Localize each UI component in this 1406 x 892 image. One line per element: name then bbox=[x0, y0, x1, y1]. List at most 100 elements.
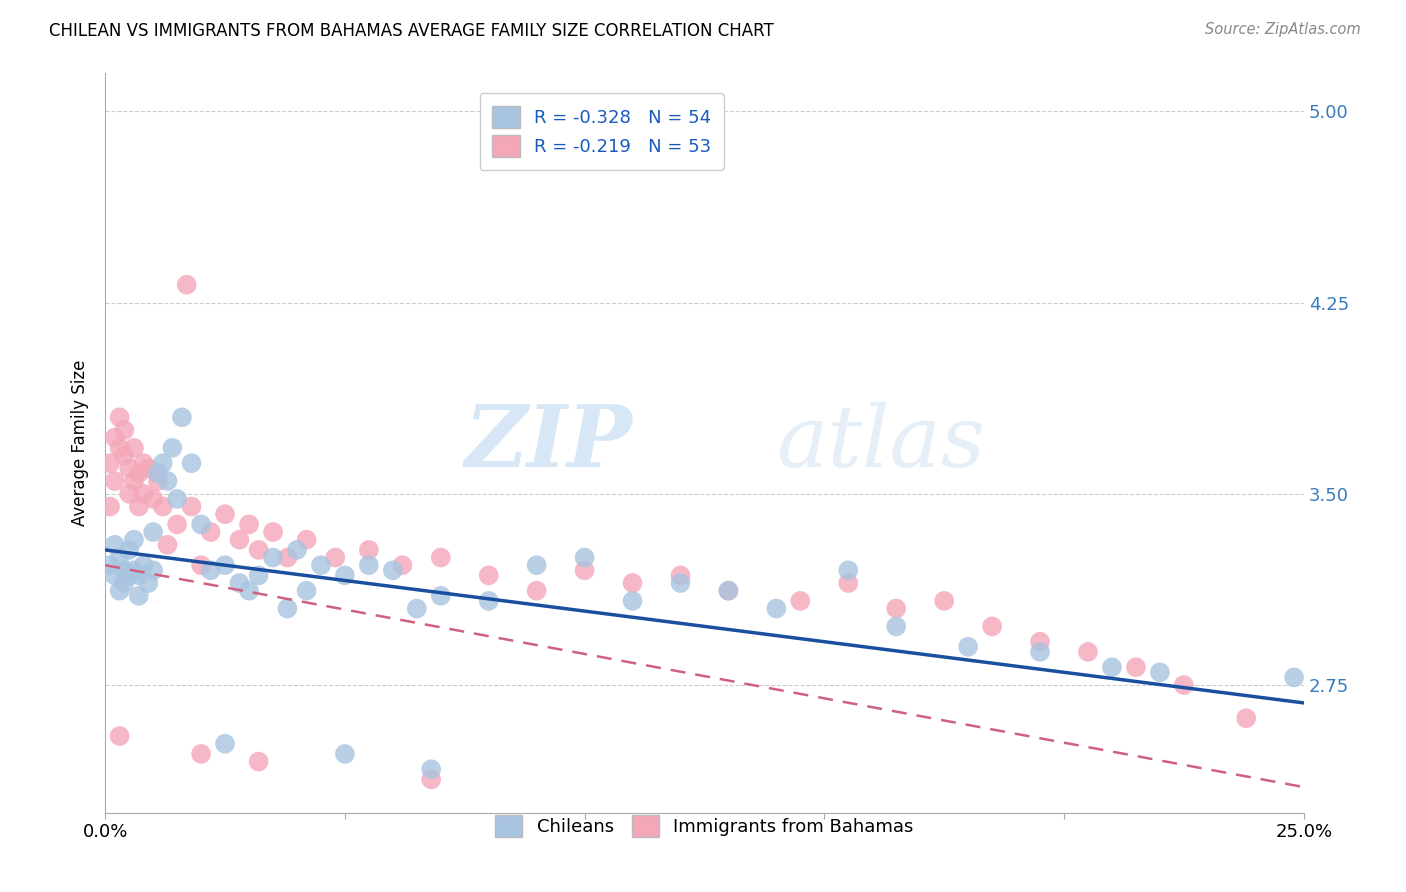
Point bbox=[104, 538, 127, 552]
Point bbox=[152, 500, 174, 514]
Point bbox=[981, 619, 1004, 633]
Point bbox=[108, 583, 131, 598]
Point bbox=[214, 737, 236, 751]
Point bbox=[391, 558, 413, 573]
Point bbox=[717, 583, 740, 598]
Text: Source: ZipAtlas.com: Source: ZipAtlas.com bbox=[1205, 22, 1361, 37]
Point bbox=[146, 474, 169, 488]
Point bbox=[104, 474, 127, 488]
Point bbox=[104, 431, 127, 445]
Point bbox=[765, 601, 787, 615]
Point bbox=[574, 563, 596, 577]
Point bbox=[478, 594, 501, 608]
Point bbox=[262, 524, 284, 539]
Point bbox=[122, 563, 145, 577]
Point bbox=[190, 517, 212, 532]
Point bbox=[138, 576, 160, 591]
Point bbox=[170, 410, 193, 425]
Point bbox=[112, 423, 135, 437]
Point bbox=[200, 524, 222, 539]
Point bbox=[122, 533, 145, 547]
Point bbox=[112, 449, 135, 463]
Point bbox=[357, 542, 380, 557]
Point bbox=[128, 589, 150, 603]
Point bbox=[152, 456, 174, 470]
Point bbox=[142, 491, 165, 506]
Point bbox=[333, 568, 356, 582]
Y-axis label: Average Family Size: Average Family Size bbox=[72, 359, 89, 526]
Point bbox=[118, 461, 141, 475]
Point bbox=[190, 747, 212, 761]
Point bbox=[837, 563, 859, 577]
Point bbox=[98, 456, 121, 470]
Point bbox=[138, 461, 160, 475]
Point bbox=[228, 533, 250, 547]
Point bbox=[1029, 634, 1052, 648]
Point bbox=[574, 550, 596, 565]
Point bbox=[108, 729, 131, 743]
Point bbox=[180, 500, 202, 514]
Point bbox=[118, 542, 141, 557]
Point bbox=[247, 755, 270, 769]
Point bbox=[176, 277, 198, 292]
Point bbox=[238, 583, 260, 598]
Point bbox=[1149, 665, 1171, 680]
Point bbox=[1077, 645, 1099, 659]
Point bbox=[180, 456, 202, 470]
Point bbox=[146, 467, 169, 481]
Point bbox=[526, 558, 548, 573]
Point bbox=[309, 558, 332, 573]
Point bbox=[142, 563, 165, 577]
Point bbox=[128, 568, 150, 582]
Point bbox=[934, 594, 956, 608]
Point bbox=[333, 747, 356, 761]
Point bbox=[108, 550, 131, 565]
Point bbox=[884, 619, 907, 633]
Point bbox=[247, 568, 270, 582]
Legend: Chileans, Immigrants from Bahamas: Chileans, Immigrants from Bahamas bbox=[488, 808, 921, 844]
Point bbox=[381, 563, 404, 577]
Point bbox=[247, 542, 270, 557]
Point bbox=[323, 550, 346, 565]
Point bbox=[166, 517, 188, 532]
Point bbox=[122, 474, 145, 488]
Point bbox=[295, 533, 318, 547]
Point bbox=[200, 563, 222, 577]
Point bbox=[1125, 660, 1147, 674]
Point bbox=[276, 601, 298, 615]
Point bbox=[420, 772, 443, 787]
Point bbox=[156, 538, 179, 552]
Point bbox=[108, 441, 131, 455]
Point bbox=[285, 542, 308, 557]
Point bbox=[108, 410, 131, 425]
Point bbox=[295, 583, 318, 598]
Point bbox=[112, 576, 135, 591]
Point bbox=[228, 576, 250, 591]
Point bbox=[98, 500, 121, 514]
Point bbox=[132, 456, 155, 470]
Point bbox=[128, 500, 150, 514]
Text: atlas: atlas bbox=[776, 401, 986, 484]
Text: CHILEAN VS IMMIGRANTS FROM BAHAMAS AVERAGE FAMILY SIZE CORRELATION CHART: CHILEAN VS IMMIGRANTS FROM BAHAMAS AVERA… bbox=[49, 22, 773, 40]
Point bbox=[1173, 678, 1195, 692]
Point bbox=[357, 558, 380, 573]
Point bbox=[1029, 645, 1052, 659]
Text: ZIP: ZIP bbox=[464, 401, 633, 484]
Point bbox=[405, 601, 427, 615]
Point bbox=[526, 583, 548, 598]
Point bbox=[118, 487, 141, 501]
Point bbox=[884, 601, 907, 615]
Point bbox=[238, 517, 260, 532]
Point bbox=[128, 467, 150, 481]
Point bbox=[1282, 670, 1305, 684]
Point bbox=[621, 594, 644, 608]
Point bbox=[122, 441, 145, 455]
Point bbox=[112, 563, 135, 577]
Point bbox=[789, 594, 811, 608]
Point bbox=[190, 558, 212, 573]
Point bbox=[420, 762, 443, 776]
Point bbox=[430, 589, 453, 603]
Point bbox=[837, 576, 859, 591]
Point bbox=[717, 583, 740, 598]
Point bbox=[104, 568, 127, 582]
